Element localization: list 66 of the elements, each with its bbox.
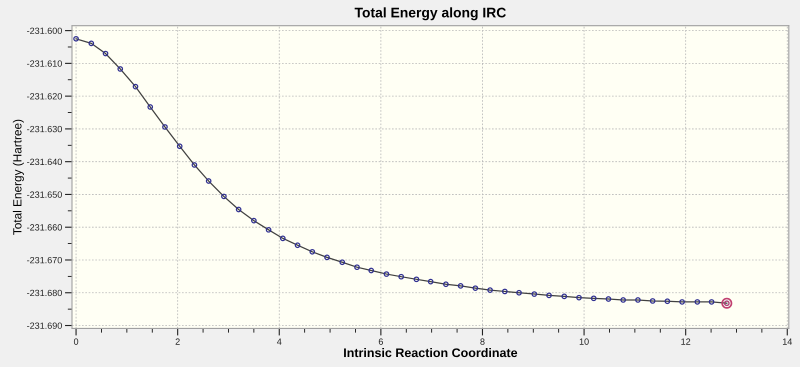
point — [590, 295, 597, 302]
y-tick-label: -231.690 — [27, 322, 62, 329]
point — [620, 297, 626, 303]
point — [162, 124, 168, 130]
point — [176, 143, 183, 150]
point — [88, 40, 94, 46]
y-tick-label: -231.630 — [27, 126, 62, 132]
point — [132, 84, 138, 90]
point — [472, 285, 478, 292]
x-tick-label: 8 — [480, 338, 485, 345]
point — [414, 276, 420, 282]
point — [221, 194, 227, 200]
y-axis-title: Total Energy (Hartree) — [12, 120, 24, 235]
point — [102, 50, 108, 56]
y-tick-label: -231.670 — [27, 256, 62, 264]
point — [721, 298, 732, 309]
point — [561, 294, 568, 300]
point — [251, 218, 257, 224]
x-tick-label: 2 — [176, 338, 180, 345]
y-tick-label: -231.680 — [27, 290, 62, 296]
chart-title: Total Energy along IRC — [354, 7, 506, 20]
point — [443, 281, 449, 288]
point — [487, 287, 493, 293]
point — [502, 288, 508, 294]
x-tick-label: 4 — [276, 338, 282, 345]
x-tick-label: 12 — [681, 338, 690, 345]
point — [309, 248, 316, 255]
point — [280, 236, 286, 242]
y-tick-label: -231.650 — [27, 191, 62, 198]
point — [708, 299, 714, 305]
point — [546, 292, 552, 298]
point — [339, 259, 346, 266]
point — [147, 104, 154, 110]
point — [294, 242, 300, 248]
y-tick-label: -231.620 — [27, 93, 62, 100]
point — [384, 271, 390, 277]
y-tick-label: -231.640 — [27, 158, 62, 166]
point — [664, 298, 670, 304]
point — [192, 162, 198, 168]
y-tick-label: -231.610 — [27, 60, 62, 67]
point — [206, 178, 212, 184]
point — [606, 296, 612, 302]
point — [117, 66, 124, 72]
point — [679, 299, 685, 305]
point — [650, 298, 656, 304]
point — [368, 268, 374, 274]
y-tick-label: -231.600 — [27, 28, 62, 34]
point — [458, 283, 464, 289]
x-axis-title: Intrinsic Reaction Coordinate — [344, 348, 518, 358]
point — [73, 36, 79, 42]
x-tick-label: 14 — [782, 338, 792, 345]
point — [266, 226, 272, 233]
point — [236, 206, 242, 212]
point — [635, 297, 641, 303]
point — [531, 291, 538, 297]
x-tick-label: 0 — [74, 338, 78, 345]
point — [398, 274, 404, 280]
point — [516, 290, 522, 296]
x-tick-label: 10 — [580, 338, 589, 345]
y-tick-label: -231.660 — [27, 224, 62, 231]
point — [694, 299, 700, 305]
point — [324, 254, 330, 260]
x-tick-label: 6 — [378, 338, 383, 345]
point — [428, 278, 434, 284]
point — [576, 294, 582, 301]
point — [354, 264, 360, 270]
